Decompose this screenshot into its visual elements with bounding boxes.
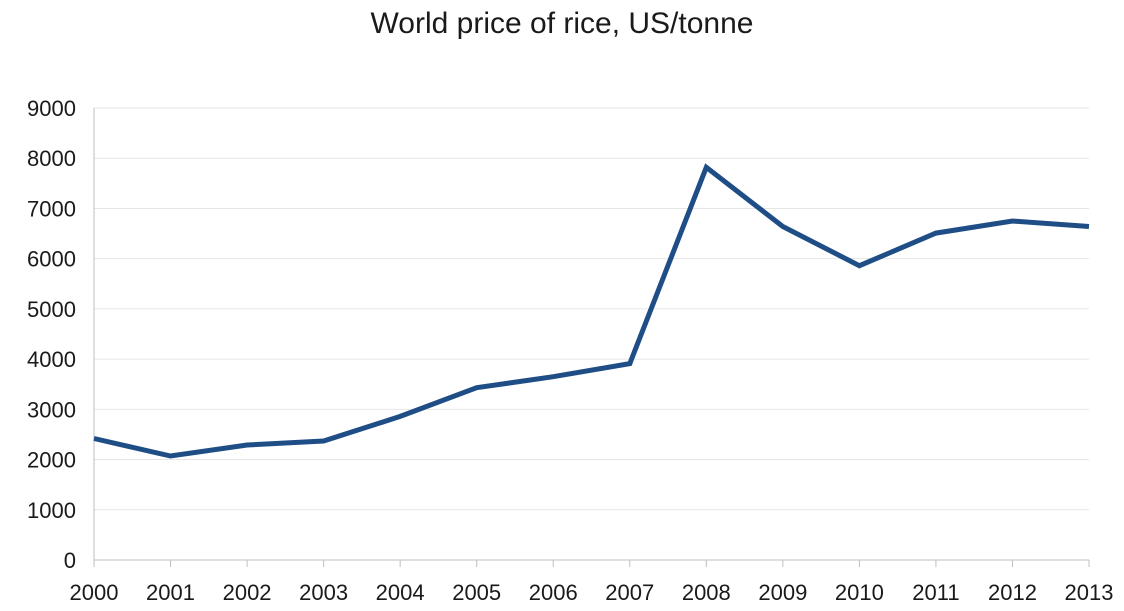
y-tick-label: 4000 [27,347,76,372]
x-tick-label: 2000 [70,580,119,605]
series-line-0 [93,163,1090,459]
y-tick-label: 0 [64,548,76,573]
axes [93,108,1090,567]
y-tick-label: 9000 [27,96,76,121]
x-tick-label: 2004 [376,580,425,605]
x-tick-label: 2005 [452,580,501,605]
y-tick-label: 1000 [27,498,76,523]
x-tick-label: 2002 [223,580,272,605]
y-tick-label: 3000 [27,397,76,422]
x-tick-label: 2008 [682,580,731,605]
y-tick-label: 8000 [27,146,76,171]
y-tick-label: 7000 [27,196,76,221]
x-tick-label: 2013 [1065,580,1114,605]
x-tick-label: 2011 [912,580,959,605]
y-tick-label: 5000 [27,297,76,322]
x-tick-label: 2006 [529,580,578,605]
x-tick-label: 2012 [988,580,1037,605]
y-tick-labels: 0 1000 2000 3000 4000 5000 6000 7000 8000 9000 [27,96,76,573]
y-tick-label: 6000 [27,247,76,272]
gridlines [94,107,1089,511]
x-tick-labels: 2000 2001 2002 2003 2004 2005 2006 2007 2008 2009… [70,580,1114,605]
y-tick-label: 2000 [27,448,76,473]
series-layer [93,163,1090,459]
chart-title: World price of rice, US/tonne [370,7,754,40]
x-tick-label: 2009 [758,580,807,605]
x-tick-label: 2010 [835,580,884,605]
x-tick-label: 2003 [299,580,348,605]
x-tick-label: 2001 [146,580,195,605]
x-tick-label: 2007 [605,580,654,605]
